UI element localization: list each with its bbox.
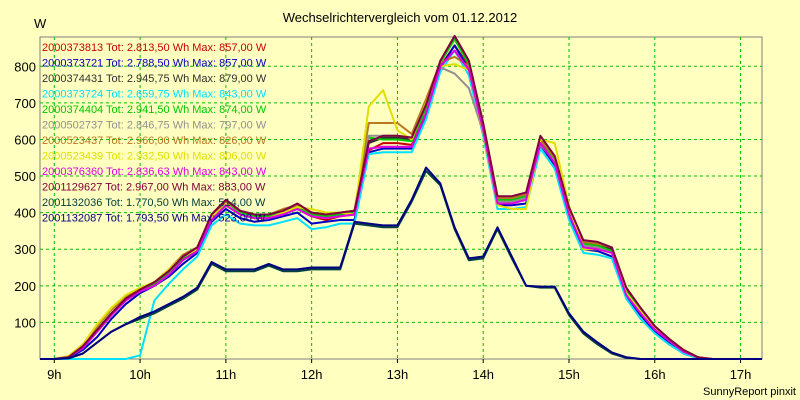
y-tick-label: 800: [14, 59, 36, 74]
x-tick-label: 15h: [558, 367, 580, 382]
legend: 2000373813 Tot: 2.813,50 Wh Max: 857,00 …: [42, 42, 267, 225]
x-tick-label: 10h: [129, 367, 151, 382]
series-layer: [40, 34, 762, 360]
x-tick-label: 16h: [644, 367, 666, 382]
legend-entry-2000523437: 2000523437 Tot: 2.966,00 Wh Max: 826,00 …: [42, 135, 267, 147]
legend-entry-2000376360: 2000376360 Tot: 2.836,63 Wh Max: 843,00 …: [42, 166, 267, 178]
y-tick-label: 400: [14, 206, 36, 221]
plot-area: [39, 36, 763, 360]
y-tick-label: 500: [14, 169, 36, 184]
legend-entry-2000374404: 2000374404 Tot: 2.941,50 Wh Max: 874,00 …: [42, 104, 267, 116]
x-tick-label: 14h: [472, 367, 494, 382]
x-tick-label: 13h: [387, 367, 409, 382]
legend-entry-2001132087: 2001132087 Tot: 1.793,50 Wh Max: 523,00 …: [42, 213, 266, 225]
y-tick-label: 100: [14, 315, 36, 330]
series-line-2000376360: [40, 49, 762, 360]
axis-layer: 100 200 300 400 500 600 700 800 9h 10h 11h 12h 13h 14…: [14, 59, 751, 382]
y-tick-label: 300: [14, 242, 36, 257]
legend-entry-2000502737: 2000502737 Tot: 2.846,75 Wh Max: 797,00 …: [42, 120, 267, 132]
x-tick-label: 11h: [215, 367, 236, 382]
y-tick-label: 200: [14, 279, 36, 294]
x-tick-label: 9h: [47, 367, 61, 382]
x-tick-label: 12h: [301, 367, 323, 382]
series-line-2000373724: [40, 49, 762, 360]
footer-credit: SunnyReport pinxit: [703, 386, 796, 398]
series-line-2001129627: [40, 34, 762, 360]
legend-entry-2000374431: 2000374431 Tot: 2.945,75 Wh Max: 879,00 …: [42, 73, 267, 85]
y-tick-label: 600: [14, 132, 36, 147]
legend-entry-2001132036: 2001132036 Tot: 1.770,50 Wh Max: 514,00 …: [42, 197, 266, 209]
chart-title: Wechselrichtervergleich vom 01.12.2012: [283, 10, 518, 25]
legend-entry-2000373813: 2000373813 Tot: 2.813,50 Wh Max: 857,00 …: [42, 42, 267, 54]
legend-entry-2001129627: 2001129627 Tot: 2.967,00 Wh Max: 883,00 …: [42, 182, 266, 194]
legend-entry-2000523439: 2000523439 Tot: 2.932,50 Wh Max: 806,00 …: [42, 151, 267, 163]
series-line-2001132087: [40, 166, 762, 360]
y-tick-label: 700: [14, 96, 36, 111]
legend-entry-2000373721: 2000373721 Tot: 2.788,50 Wh Max: 857,00 …: [42, 58, 267, 70]
y-axis-unit-label: W: [34, 16, 47, 31]
legend-entry-2000373724: 2000373724 Tot: 2.659,75 Wh Max: 843,00 …: [42, 89, 267, 101]
x-tick-label: 17h: [730, 367, 752, 382]
